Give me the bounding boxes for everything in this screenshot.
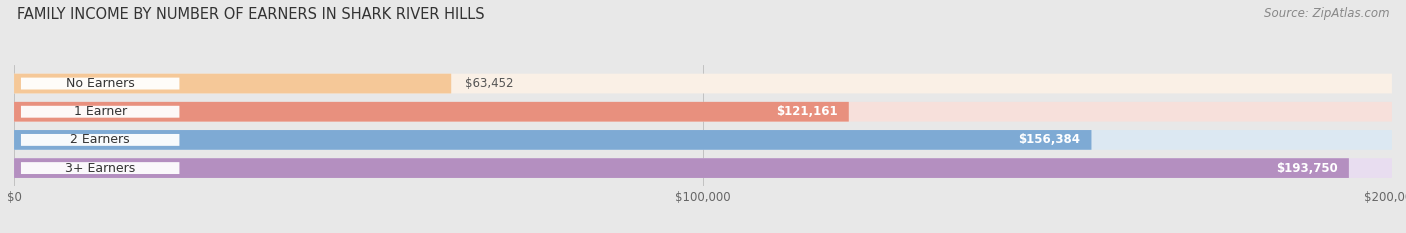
FancyBboxPatch shape — [21, 134, 180, 146]
FancyBboxPatch shape — [14, 74, 451, 93]
FancyBboxPatch shape — [14, 130, 1392, 150]
FancyBboxPatch shape — [21, 162, 180, 174]
Text: No Earners: No Earners — [66, 77, 135, 90]
Text: 1 Earner: 1 Earner — [73, 105, 127, 118]
Text: Source: ZipAtlas.com: Source: ZipAtlas.com — [1264, 7, 1389, 20]
FancyBboxPatch shape — [14, 74, 1392, 93]
FancyBboxPatch shape — [21, 78, 180, 89]
FancyBboxPatch shape — [14, 158, 1348, 178]
Text: FAMILY INCOME BY NUMBER OF EARNERS IN SHARK RIVER HILLS: FAMILY INCOME BY NUMBER OF EARNERS IN SH… — [17, 7, 485, 22]
Text: 3+ Earners: 3+ Earners — [65, 161, 135, 175]
Text: $63,452: $63,452 — [465, 77, 513, 90]
FancyBboxPatch shape — [14, 130, 1091, 150]
Text: 2 Earners: 2 Earners — [70, 134, 129, 146]
Text: $121,161: $121,161 — [776, 105, 838, 118]
FancyBboxPatch shape — [14, 158, 1392, 178]
FancyBboxPatch shape — [21, 106, 180, 118]
Text: $156,384: $156,384 — [1018, 134, 1080, 146]
FancyBboxPatch shape — [14, 102, 1392, 122]
Text: $193,750: $193,750 — [1277, 161, 1339, 175]
FancyBboxPatch shape — [14, 102, 849, 122]
